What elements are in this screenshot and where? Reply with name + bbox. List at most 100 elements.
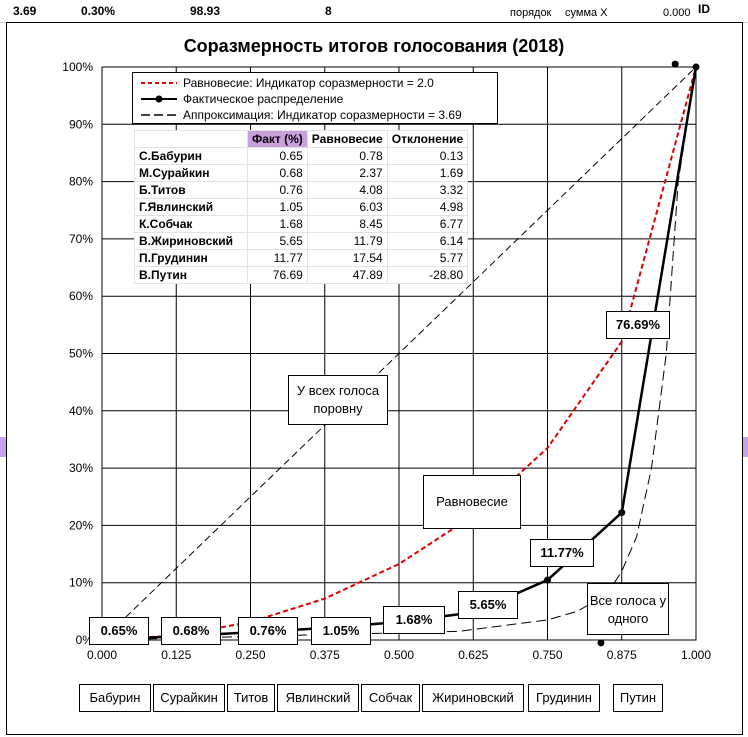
x-tick-label: 1.000 — [681, 648, 711, 662]
legend-item-approx: Аппроксимация: Индикатор соразмерности =… — [133, 107, 497, 123]
table-row: В.Жириновский 5.65 11.79 6.14 — [134, 232, 469, 250]
table-cell-value: 1.68 — [247, 215, 308, 233]
table-cell-value: 8.45 — [306, 215, 388, 233]
x-tick-label: 0.750 — [532, 648, 562, 662]
table-cell-value: 6.03 — [306, 198, 388, 216]
x-tick-label: 0.375 — [310, 648, 340, 662]
table-row: В.Путин 76.69 47.89 -28.80 — [134, 266, 469, 284]
y-tick-label: 20% — [69, 518, 93, 532]
table-cell-candidate: П.Грудинин — [134, 249, 248, 267]
point-label-yavlinsky: 1.05% — [311, 617, 371, 645]
data-point — [544, 576, 551, 584]
table-cell-value: 0.68 — [247, 164, 308, 182]
table-cell-value: 47.89 — [306, 266, 388, 284]
candidate-suraykin: Сурайкин — [153, 684, 225, 712]
point-label-suraykin: 0.68% — [161, 617, 221, 645]
candidate-grudinin: Грудинин — [528, 684, 600, 712]
x-tick-label: 0.875 — [607, 648, 637, 662]
legend-item-actual: Фактическое распределение — [133, 91, 497, 107]
table-cell-candidate: М.Сурайкин — [134, 164, 248, 182]
selection-handle-right[interactable] — [742, 437, 748, 457]
candidate-zhirinovsky: Жириновский — [422, 684, 524, 712]
data-point — [692, 63, 700, 71]
table-cell-value: 1.05 — [247, 198, 308, 216]
table-cell-value: 4.98 — [386, 198, 469, 216]
point-label-sobchak: 1.68% — [383, 606, 445, 634]
x-tick-label: 0.125 — [161, 648, 191, 662]
table-cell-value: 4.08 — [306, 181, 388, 199]
table-header-empty — [134, 130, 248, 148]
y-tick-label: 60% — [69, 289, 93, 303]
data-point — [618, 509, 626, 517]
table-row: К.Собчак 1.68 8.45 6.77 — [134, 215, 469, 233]
table-cell-candidate: К.Собчак — [134, 215, 248, 233]
series-line-equal — [101, 66, 697, 641]
table-cell-candidate: С.Бабурин — [134, 147, 248, 165]
table-header-fact: Факт (%) — [247, 130, 308, 148]
candidate-yavlinsky: Явлинский — [277, 684, 359, 712]
table-row: Б.Титов 0.76 4.08 3.32 — [134, 181, 469, 199]
table-cell-value: 6.14 — [386, 232, 469, 250]
table-cell-value: 76.69 — [247, 266, 308, 284]
candidate-putin: Путин — [613, 684, 663, 712]
table-cell-candidate: В.Путин — [134, 266, 248, 284]
table-cell-value: 6.77 — [386, 215, 469, 233]
x-tick-label: 0.250 — [235, 648, 265, 662]
legend-label-equilibrium: Равновесие: Индикатор соразмерности = 2.… — [183, 76, 434, 90]
y-tick-label: 10% — [69, 576, 93, 590]
y-axis: 0% 10% 20% 30% 40% 50% 60% 70% 80% 90% 100% — [62, 60, 93, 647]
legend-label-actual: Фактическое распределение — [183, 92, 344, 106]
point-label-grudinin: 11.77% — [530, 539, 594, 567]
point-label-putin: 76.69% — [606, 311, 670, 339]
y-tick-label: 30% — [69, 461, 93, 475]
table-row: С.Бабурин 0.65 0.78 0.13 — [134, 147, 469, 165]
table-cell-value: -28.80 — [386, 266, 469, 284]
series-line-approx — [101, 66, 697, 641]
table-cell-value: 3.32 — [386, 181, 469, 199]
table-cell-value: 2.37 — [306, 164, 388, 182]
table-cell-value: 17.54 — [306, 249, 388, 267]
cell-d[interactable]: 8 — [325, 4, 332, 18]
y-tick-label: 0% — [76, 633, 94, 647]
equal-votes-callout: У всех голоса поровну — [288, 375, 388, 425]
cell-h[interactable]: ID — [698, 2, 710, 16]
table-cell-value: 11.77 — [247, 249, 308, 267]
legend-label-approx: Аппроксимация: Индикатор соразмерности =… — [183, 108, 462, 122]
point-label-zhirinovsky: 5.65% — [458, 591, 518, 619]
table-cell-candidate: В.Жириновский — [134, 232, 248, 250]
table-cell-value: 0.76 — [247, 181, 308, 199]
table-header-row: Факт (%) Равновесие Отклонение — [134, 130, 469, 148]
table-row: Г.Явлинский 1.05 6.03 4.98 — [134, 198, 469, 216]
legend: Равновесие: Индикатор соразмерности = 2.… — [132, 72, 498, 124]
table-cell-value: 1.69 — [386, 164, 469, 182]
table-row: П.Грудинин 11.77 17.54 5.77 — [134, 249, 469, 267]
cell-e[interactable]: порядок — [510, 7, 552, 19]
candidate-baburin: Бабурин — [79, 684, 151, 712]
candidate-sobchak: Собчак — [361, 684, 420, 712]
cell-b[interactable]: 0.30% — [81, 4, 116, 18]
cell-g[interactable]: 0.000 — [663, 7, 691, 19]
spreadsheet-row: 3.69 0.30% 98.93 8 порядок сумма X 0.000… — [0, 0, 748, 23]
table-cell-candidate: Б.Титов — [134, 181, 248, 199]
cell-c[interactable]: 98.93 — [190, 4, 221, 18]
y-tick-label: 70% — [69, 232, 93, 246]
table-header-deviation: Отклонение — [386, 130, 469, 148]
extra-point — [671, 60, 679, 68]
point-label-baburin: 0.65% — [89, 617, 149, 645]
all-one-callout: Все голоса у одного — [587, 583, 669, 635]
extra-point — [597, 639, 605, 647]
table-cell-candidate: Г.Явлинский — [134, 198, 248, 216]
table-cell-value: 0.13 — [386, 147, 469, 165]
x-tick-label: 0.500 — [384, 648, 414, 662]
y-tick-label: 90% — [69, 117, 93, 131]
selection-handle-left[interactable] — [0, 437, 6, 457]
table-cell-value: 0.78 — [306, 147, 388, 165]
point-label-titov: 0.76% — [238, 617, 298, 645]
cell-a[interactable]: 3.69 — [13, 4, 37, 18]
table-cell-value: 11.79 — [306, 232, 388, 250]
y-tick-label: 80% — [69, 175, 93, 189]
equilibrium-callout: Равновесие — [423, 475, 521, 529]
y-tick-label: 40% — [69, 404, 93, 418]
y-tick-label: 100% — [62, 60, 93, 74]
cell-f[interactable]: сумма X — [565, 7, 608, 19]
